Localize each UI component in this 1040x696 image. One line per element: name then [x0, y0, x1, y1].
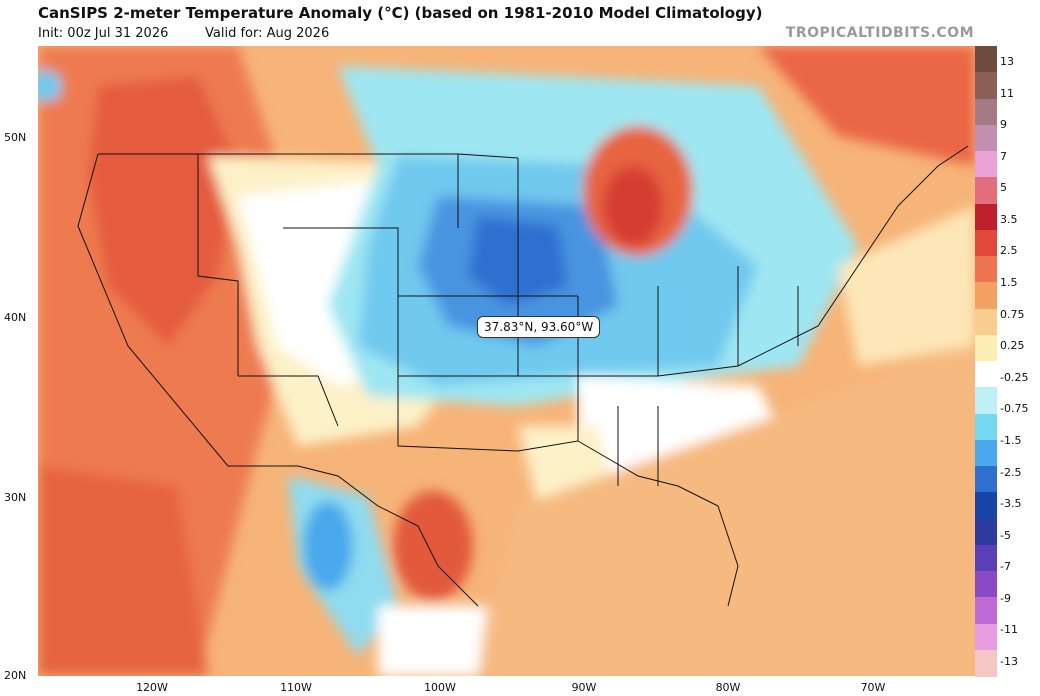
colorbar-swatch [975, 177, 997, 204]
colorbar-swatch [975, 98, 997, 126]
colorbar-swatch [975, 282, 997, 309]
colorbar-swatch [975, 623, 997, 651]
colorbar-swatch [975, 649, 997, 677]
colorbar-label: -7 [1000, 560, 1011, 574]
colorbar-swatch [975, 492, 997, 519]
colorbar-swatch [975, 308, 997, 336]
colorbar-label: -9 [1000, 591, 1011, 605]
colorbar-swatch [975, 571, 997, 598]
colorbar-label: 9 [1000, 118, 1007, 132]
colorbar-swatch [975, 46, 997, 73]
lon-label: 100W [424, 681, 456, 694]
location-tooltip: 37.83°N, 93.60°W [477, 316, 601, 338]
colorbar-swatch [975, 387, 997, 414]
colorbar-swatch [975, 203, 997, 231]
colorbar-label: -0.75 [1000, 402, 1029, 416]
lon-label: 120W [136, 681, 168, 694]
colorbar-label: 5 [1000, 181, 1007, 195]
colorbar-label: 7 [1000, 149, 1007, 163]
colorbar-label: -0.25 [1000, 370, 1029, 384]
lat-label: 50N [4, 131, 27, 144]
colorbar-label: -2.5 [1000, 465, 1022, 479]
colorbar-label: -5 [1000, 528, 1011, 542]
lat-label: 20N [4, 669, 27, 682]
init-time: Init: 00z Jul 31 2026 [38, 26, 169, 41]
colorbar-label: -3.5 [1000, 497, 1022, 511]
colorbar-swatch [975, 597, 997, 624]
lon-label: 90W [571, 681, 597, 694]
colorbar-swatch [975, 256, 997, 283]
map-title: CanSIPS 2-meter Temperature Anomaly (°C)… [38, 4, 763, 22]
lon-label: 110W [280, 681, 312, 694]
colorbar-swatch [975, 361, 997, 388]
colorbar-label: 3.5 [1000, 212, 1018, 226]
valid-time: Valid for: Aug 2026 [205, 26, 330, 41]
colorbar-swatch [975, 72, 997, 99]
lon-label: 70W [860, 681, 886, 694]
anomaly-map[interactable] [38, 46, 975, 676]
colorbar-label: 0.75 [1000, 307, 1025, 321]
lat-label: 40N [4, 311, 27, 324]
colorbar-swatch [975, 518, 997, 546]
colorbar-label: 11 [1000, 86, 1014, 100]
colorbar-label: -1.5 [1000, 433, 1022, 447]
colorbar-label: 1.5 [1000, 276, 1018, 290]
colorbar-swatch [975, 466, 997, 493]
colorbar-label: -11 [1000, 623, 1018, 637]
brand-watermark: TROPICALTIDBITS.COM [785, 25, 974, 41]
lat-label: 30N [4, 491, 27, 504]
colorbar-label: 0.25 [1000, 339, 1025, 353]
colorbar-swatch [975, 151, 997, 178]
colorbar-swatch [975, 439, 997, 467]
colorbar-label: -13 [1000, 655, 1018, 668]
colorbar-swatch [975, 334, 997, 362]
colorbar-swatch [975, 413, 997, 441]
colorbar-swatch [975, 124, 997, 152]
colorbar-label: 2.5 [1000, 244, 1018, 258]
lon-label: 80W [715, 681, 741, 694]
colorbar-swatch [975, 229, 997, 257]
colorbar-swatch [975, 544, 997, 572]
colorbar-label: 13 [1000, 55, 1014, 68]
colorbar [975, 46, 997, 677]
